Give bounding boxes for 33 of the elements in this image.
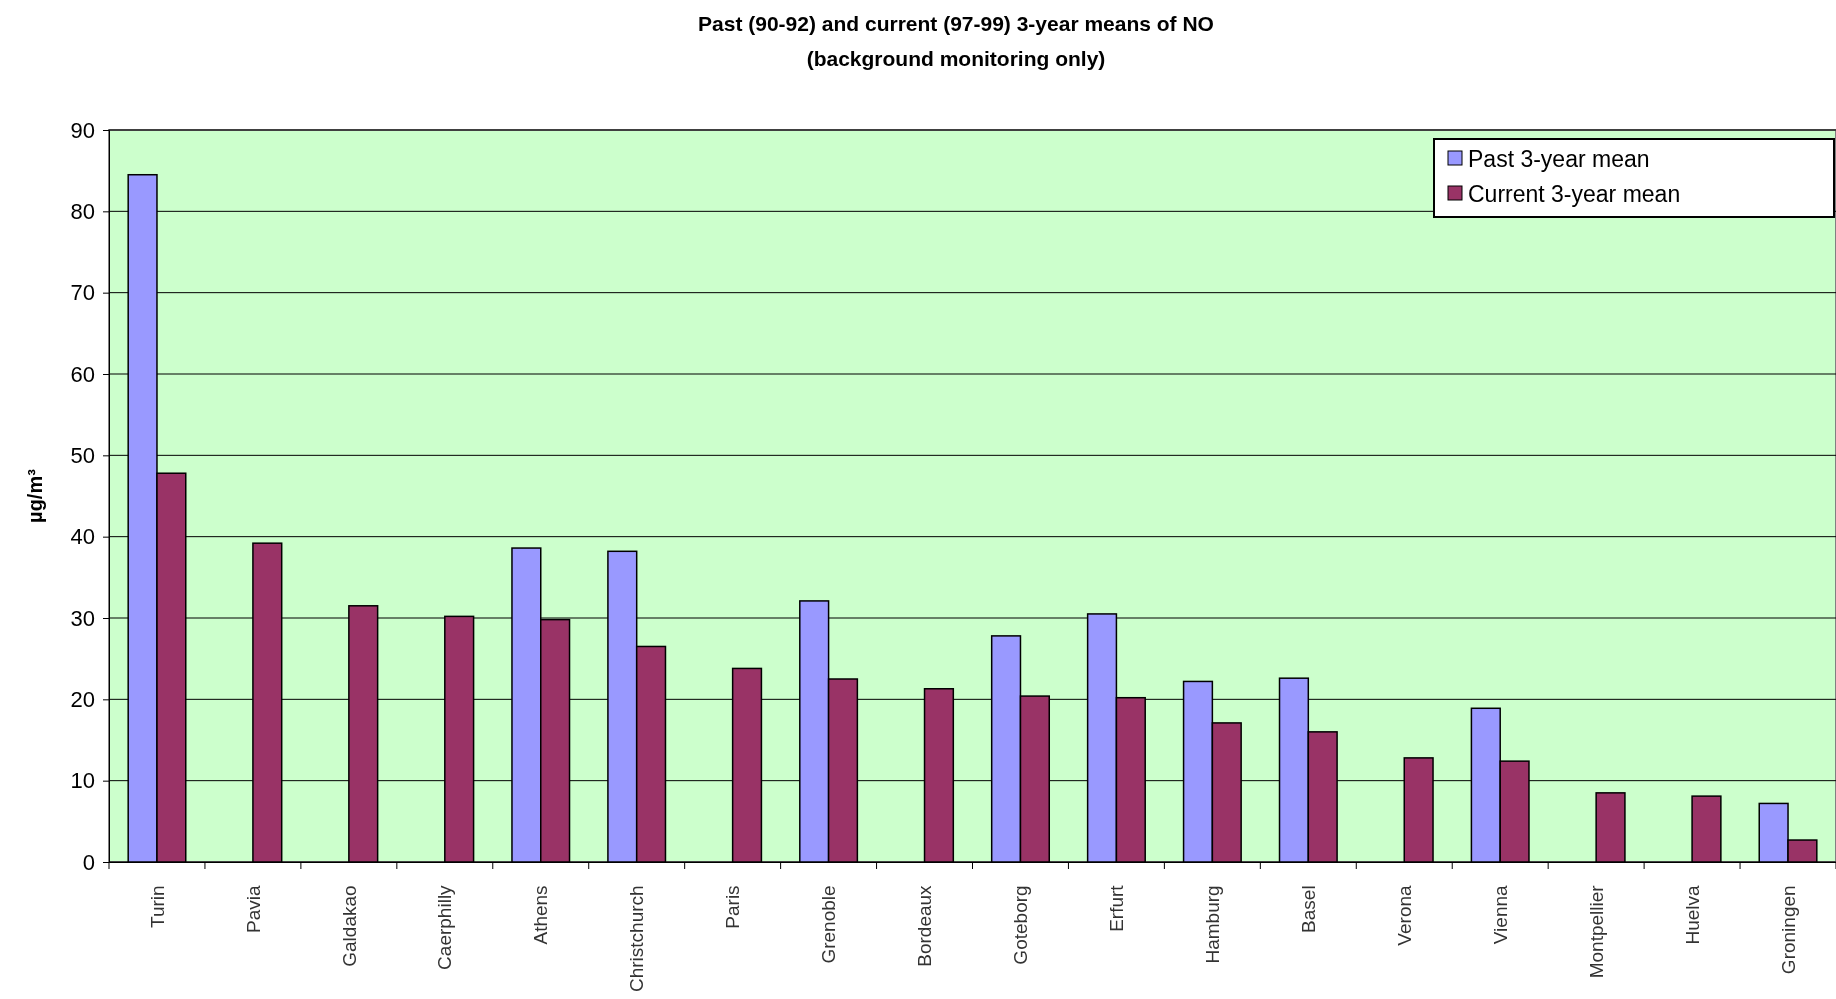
x-tick-label: Grenoble <box>818 885 840 964</box>
x-tick-label: Basel <box>1297 885 1319 933</box>
x-tick-label: Galdakao <box>338 885 360 967</box>
y-tick-label: 30 <box>70 605 95 631</box>
x-tick-label: Turin <box>146 885 168 928</box>
y-tick-label: 0 <box>82 849 95 875</box>
x-tick-label: Erfurt <box>1106 884 1128 932</box>
y-tick-label: 40 <box>70 524 95 550</box>
y-tick-label: 60 <box>70 361 95 387</box>
y-tick-label: 90 <box>70 117 95 143</box>
legend-label: Past 3-year mean <box>1468 146 1650 172</box>
y-tick-label: 10 <box>70 768 95 794</box>
y-axis-title: µg/m³ <box>24 468 46 523</box>
x-tick-label: Huelva <box>1681 884 1703 945</box>
legend-label: Current 3-year mean <box>1468 181 1681 207</box>
x-tick-label: Caerphilly <box>434 884 456 970</box>
y-tick-label: 20 <box>70 686 95 712</box>
x-tick-label: Verona <box>1393 884 1415 946</box>
x-tick-label: Christchurch <box>626 885 648 993</box>
x-tick-label: Bordeaux <box>914 884 936 967</box>
y-tick-label: 50 <box>70 442 95 468</box>
x-tick-label: Pavia <box>242 884 264 933</box>
chart-subtitle: (background monitoring only) <box>806 47 1106 70</box>
x-tick-label: Groningen <box>1777 885 1799 975</box>
y-tick-label: 70 <box>70 280 95 306</box>
x-tick-label: Vienna <box>1489 884 1511 945</box>
x-tick-label: Hamburg <box>1202 885 1224 964</box>
x-tick-label: Paris <box>722 885 744 929</box>
x-tick-label: Goteborg <box>1010 885 1032 965</box>
x-tick-label: Athens <box>530 885 552 945</box>
y-tick-label: 80 <box>70 198 95 224</box>
chart-title: Past (90-92) and current (97-99) 3-year means of NO <box>698 12 1214 35</box>
x-tick-label: Montpellier <box>1585 884 1607 979</box>
